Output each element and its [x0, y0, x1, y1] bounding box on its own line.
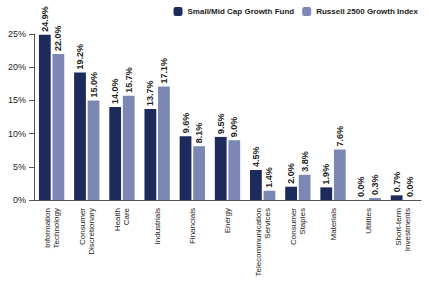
svg-text:7.6%: 7.6% — [335, 126, 345, 147]
svg-text:15%: 15% — [8, 95, 26, 105]
svg-text:0%: 0% — [13, 195, 26, 205]
svg-text:Short-term: Short-term — [394, 208, 403, 246]
svg-text:0.7%: 0.7% — [392, 172, 402, 193]
svg-text:0.0%: 0.0% — [356, 176, 366, 197]
svg-text:20%: 20% — [8, 62, 26, 72]
svg-text:Consumer: Consumer — [78, 208, 87, 245]
svg-text:0.3%: 0.3% — [370, 174, 380, 195]
svg-text:Staples: Staples — [298, 208, 307, 235]
svg-text:Health: Health — [113, 208, 122, 231]
svg-text:9.6%: 9.6% — [181, 113, 191, 134]
svg-text:Russell 2500 Growth Index: Russell 2500 Growth Index — [316, 7, 418, 16]
svg-text:Discretionary: Discretionary — [87, 208, 96, 255]
svg-text:2.0%: 2.0% — [286, 163, 296, 184]
svg-text:Industrials: Industrials — [153, 208, 162, 244]
svg-text:14.0%: 14.0% — [110, 79, 120, 105]
svg-text:Consumer: Consumer — [289, 208, 298, 245]
svg-text:Services: Services — [263, 208, 272, 239]
svg-text:15.7%: 15.7% — [124, 67, 134, 93]
svg-text:25%: 25% — [8, 29, 26, 39]
svg-text:15.0%: 15.0% — [89, 72, 99, 98]
svg-text:Technology: Technology — [52, 208, 61, 248]
svg-text:Care: Care — [122, 207, 131, 225]
svg-text:Small/Mid Cap Growth Fund: Small/Mid Cap Growth Fund — [188, 7, 295, 16]
svg-text:Materials: Materials — [329, 208, 338, 240]
svg-text:Financials: Financials — [188, 208, 197, 244]
svg-text:4.5%: 4.5% — [251, 147, 261, 168]
svg-text:17.1%: 17.1% — [159, 58, 169, 84]
svg-text:5%: 5% — [13, 162, 26, 172]
svg-text:Utilities: Utilities — [364, 208, 373, 234]
svg-text:1.9%: 1.9% — [321, 164, 331, 185]
svg-text:9.0%: 9.0% — [229, 117, 239, 138]
svg-text:8.1%: 8.1% — [194, 123, 204, 144]
svg-text:10%: 10% — [8, 129, 26, 139]
svg-text:1.4%: 1.4% — [264, 167, 274, 188]
svg-text:0.0%: 0.0% — [405, 176, 415, 197]
svg-text:9.5%: 9.5% — [216, 113, 226, 134]
svg-text:Telecommunication: Telecommunication — [254, 208, 263, 276]
svg-text:24.9%: 24.9% — [40, 6, 50, 32]
svg-text:Investments: Investments — [403, 208, 412, 251]
svg-text:Energy: Energy — [223, 208, 232, 233]
svg-text:19.2%: 19.2% — [75, 44, 85, 70]
svg-text:13.7%: 13.7% — [145, 81, 155, 107]
svg-text:22.0%: 22.0% — [53, 25, 63, 51]
svg-text:3.8%: 3.8% — [300, 151, 310, 172]
svg-text:Information: Information — [43, 208, 52, 248]
